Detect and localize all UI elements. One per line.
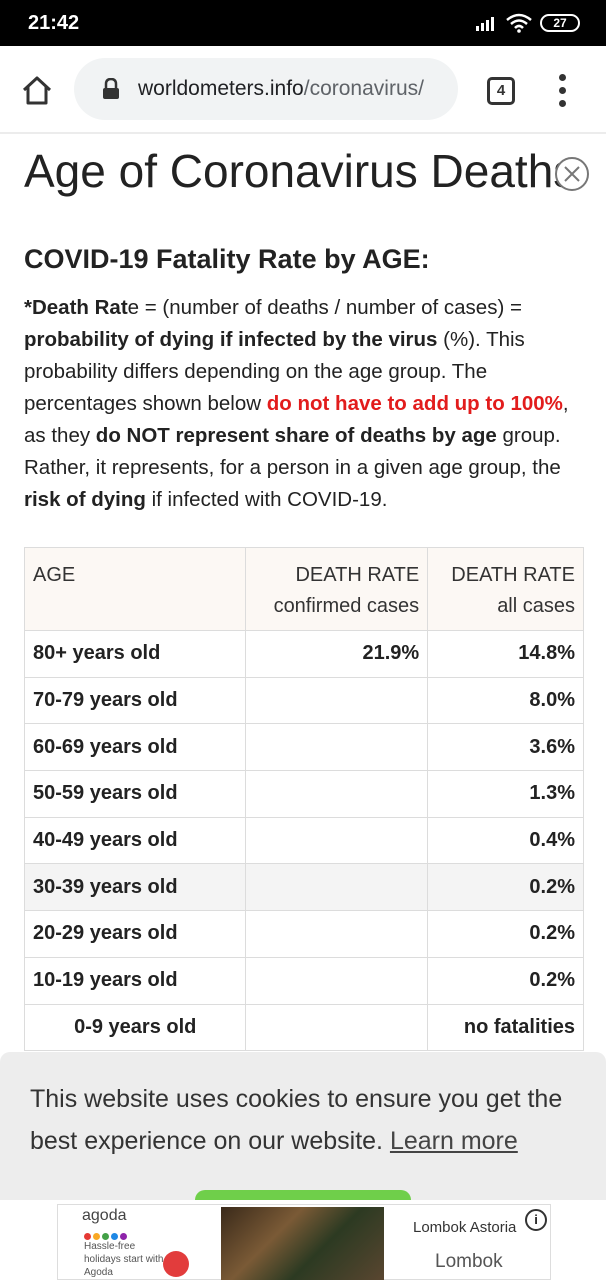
header-confirmed: DEATH RATE confirmed cases bbox=[245, 547, 429, 631]
desc-text: group. Rather, it represents, for a pers… bbox=[24, 424, 561, 479]
table-row: 0-9 years old no fatalities bbox=[23, 1003, 584, 1052]
desc-text: , as they bbox=[24, 392, 569, 447]
close-x-glyph bbox=[564, 166, 580, 182]
table-row: 60-69 years old 3.6% bbox=[23, 723, 584, 772]
cell-confirmed bbox=[245, 910, 429, 958]
fatality-rate-table: AGE DEATH RATE confirmed cases DEATH RATE… bbox=[23, 547, 584, 1052]
desc-bold: risk of dying bbox=[24, 488, 146, 511]
cell-all: 14.8% bbox=[427, 630, 584, 678]
table-row: 40-49 years old 0.4% bbox=[23, 816, 584, 865]
description-paragraph: *Death Rate = (number of deaths / number… bbox=[24, 292, 586, 516]
mascot-icon bbox=[163, 1251, 189, 1277]
cell-age: 80+ years old bbox=[23, 630, 247, 678]
desc-highlight: do not have to add up to 100% bbox=[266, 392, 563, 415]
desc-text: (%). This probability differs depending … bbox=[24, 328, 525, 415]
tab-switcher-button[interactable]: 4 bbox=[487, 77, 515, 105]
ad-info-icon[interactable]: i bbox=[525, 1209, 547, 1231]
cell-all: 3.6% bbox=[427, 723, 584, 772]
header-all: DEATH RATE all cases bbox=[427, 547, 584, 631]
cell-signal-icon bbox=[476, 17, 494, 31]
cell-all: 0.4% bbox=[427, 816, 584, 865]
table-row: 30-39 years old 0.2% bbox=[23, 863, 584, 912]
cell-all: 0.2% bbox=[427, 863, 584, 912]
cell-all: 8.0% bbox=[427, 676, 584, 725]
page-title: Age of Coronavirus Deaths bbox=[24, 145, 577, 197]
cell-age: 60-69 years old bbox=[23, 723, 247, 772]
cell-age: 50-59 years old bbox=[23, 770, 247, 818]
cell-confirmed bbox=[245, 956, 429, 1005]
cell-confirmed bbox=[245, 770, 429, 818]
desc-bold: probability of dying if infected by the … bbox=[24, 328, 438, 351]
cell-age: 30-39 years old bbox=[23, 863, 247, 912]
cell-age: 20-29 years old bbox=[23, 910, 247, 958]
cell-all: 0.2% bbox=[427, 910, 584, 958]
ad-brand-logo: agoda bbox=[82, 1207, 127, 1224]
table-row: 10-19 years old 0.2% bbox=[23, 956, 584, 1005]
cell-age: 10-19 years old bbox=[23, 956, 247, 1005]
section-title: COVID-19 Fatality Rate by AGE: bbox=[24, 244, 430, 274]
desc-text: e = (number of deaths / number of cases)… bbox=[127, 296, 522, 319]
browser-toolbar: worldometers.info/coronavirus/ 4 bbox=[0, 46, 606, 134]
cell-confirmed bbox=[245, 816, 429, 865]
cookie-text: This website uses cookies to ensure you … bbox=[30, 1085, 563, 1155]
header-confirmed-line1: DEATH RATE bbox=[295, 564, 420, 586]
cell-all: 0.2% bbox=[427, 956, 584, 1005]
cell-age: 40-49 years old bbox=[23, 816, 247, 865]
cell-confirmed: 21.9% bbox=[245, 630, 429, 678]
table-row: 80+ years old 21.9% 14.8% bbox=[23, 630, 584, 678]
header-age: AGE bbox=[23, 547, 247, 631]
cell-confirmed bbox=[245, 723, 429, 772]
ad-hotel-name: Lombok Astoria bbox=[413, 1219, 517, 1236]
battery-icon: 27 bbox=[540, 14, 580, 32]
overflow-menu-icon[interactable] bbox=[550, 74, 576, 108]
table-row: 70-79 years old 8.0% bbox=[23, 676, 584, 725]
close-icon[interactable] bbox=[555, 157, 589, 191]
table-header-row: AGE DEATH RATE confirmed cases DEATH RATE… bbox=[23, 547, 584, 631]
learn-more-link[interactable]: Learn more bbox=[389, 1127, 518, 1155]
desc-text: if infected with COVID-19. bbox=[145, 488, 388, 511]
cell-all: no fatalities bbox=[427, 1003, 584, 1052]
url-domain: worldometers.info bbox=[138, 77, 304, 100]
home-icon[interactable] bbox=[20, 73, 54, 107]
url-path: /coronavirus/ bbox=[303, 77, 424, 100]
hotel-photo bbox=[221, 1207, 384, 1280]
ad-location: Lombok bbox=[435, 1251, 503, 1272]
cell-age: 0-9 years old bbox=[23, 1003, 247, 1052]
cell-confirmed bbox=[245, 1003, 429, 1052]
desc-bold: do NOT represent share of deaths by age bbox=[95, 424, 497, 447]
url-text: worldometers.info/coronavirus/ bbox=[138, 77, 424, 101]
cell-age: 70-79 years old bbox=[23, 676, 247, 725]
wifi-icon bbox=[506, 13, 532, 33]
table-row: 20-29 years old 0.2% bbox=[23, 910, 584, 958]
ad-tagline: Hassle-free holidays start with Agoda bbox=[84, 1241, 164, 1278]
agoda-dots-icon bbox=[84, 1227, 129, 1245]
ad-content[interactable]: agoda Hassle-free holidays start with Ag… bbox=[57, 1204, 551, 1280]
table-row: 50-59 years old 1.3% bbox=[23, 770, 584, 818]
header-all-line1: DEATH RATE bbox=[451, 564, 575, 586]
header-confirmed-line2: confirmed cases bbox=[273, 595, 420, 617]
ad-banner[interactable]: agoda Hassle-free holidays start with Ag… bbox=[0, 1200, 606, 1280]
cookie-message: This website uses cookies to ensure you … bbox=[30, 1078, 570, 1162]
cell-confirmed bbox=[245, 863, 429, 912]
cell-confirmed bbox=[245, 676, 429, 725]
desc-bold: *Death Rat bbox=[24, 296, 128, 319]
lock-icon bbox=[103, 78, 119, 99]
address-bar[interactable]: worldometers.info/coronavirus/ bbox=[74, 58, 458, 120]
cookie-banner: This website uses cookies to ensure you … bbox=[0, 1052, 606, 1202]
header-age-label: AGE bbox=[33, 564, 76, 586]
status-time: 21:42 bbox=[28, 12, 80, 34]
status-bar: 21:42 27 bbox=[0, 0, 606, 46]
cell-all: 1.3% bbox=[427, 770, 584, 818]
header-all-line2: all cases bbox=[497, 595, 575, 617]
